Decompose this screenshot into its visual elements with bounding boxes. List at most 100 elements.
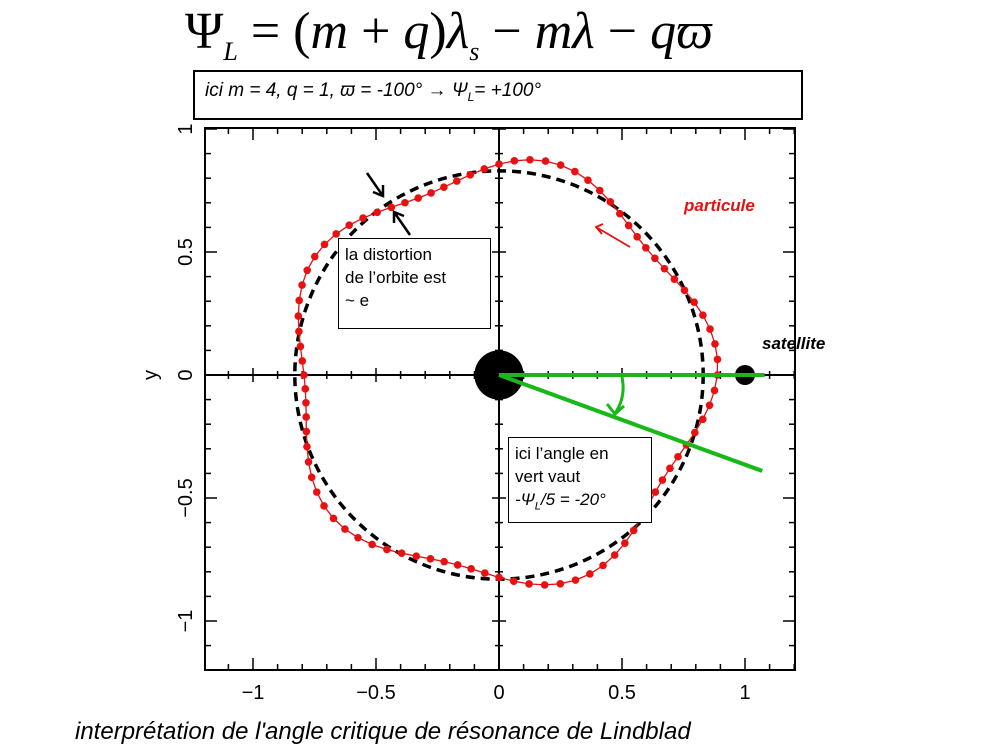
angle-line1: ici l’angle en (515, 444, 609, 463)
formula-m2: m (534, 3, 573, 60)
orbit-point (312, 488, 321, 496)
distortion-line2: de l’orbite est (345, 268, 447, 287)
x-tick-label: 0.5 (608, 682, 636, 704)
orbit-point (621, 539, 629, 547)
formula-psi: Ψ (185, 3, 224, 60)
infobox-varpi: ϖ = -100° (340, 80, 423, 101)
green-angle-lines (498, 373, 765, 473)
orbit-point (368, 540, 376, 549)
orbit-point (540, 581, 549, 589)
formula-varpi: ϖ (676, 3, 713, 60)
green-angle-arc-arrow (605, 376, 625, 417)
orbit-point (480, 165, 489, 173)
orbit-point (440, 183, 448, 192)
orbit-point (298, 357, 307, 365)
orbit-point (341, 525, 349, 533)
formula-minus2: − (594, 3, 651, 60)
orbit-point (296, 342, 305, 351)
orbit-point (670, 275, 679, 284)
formula-plus: + (348, 3, 404, 60)
orbit-point (674, 452, 682, 461)
orbit-point (307, 473, 316, 482)
formula-lambda: λ (572, 3, 595, 60)
particle-direction-arrow (594, 223, 631, 248)
formula-close: ) (429, 3, 447, 60)
angle-line3-sub: L (534, 500, 541, 513)
orbit-point (295, 296, 303, 305)
distortion-line1: la distortion (345, 245, 432, 264)
orbit-point (616, 209, 624, 218)
orbit-point (710, 386, 719, 395)
green-angle-line (498, 373, 763, 473)
orbit-point (658, 476, 667, 484)
orbit-point (595, 186, 604, 195)
orbit-point (651, 254, 659, 263)
motion-arrow (594, 223, 631, 248)
figure-caption: interprétation de l'angle critique de ré… (75, 718, 691, 745)
parameter-box: ici m = 4, q = 1, ϖ = -100° → ΨL= +100° (193, 70, 803, 120)
angle-line3-post: /5 = -20° (540, 490, 606, 509)
orbit-point (303, 442, 311, 451)
orbit-point (691, 428, 699, 437)
orbit-point (373, 208, 382, 217)
orbit-point (453, 561, 462, 569)
plot-tick-labels: −1 −0.5 0 0.5 1 −1 −0.5 0 0.5 1 (175, 123, 751, 704)
orbit-point (556, 161, 565, 169)
orbit-point (301, 385, 310, 393)
formula-m1: m (310, 3, 349, 60)
orbit-point (304, 458, 313, 466)
infobox-psi-sub: L (467, 89, 475, 104)
angle-line3-pre: -Ψ (515, 490, 535, 509)
orbit-point (699, 311, 707, 319)
orbit-point (359, 214, 367, 222)
orbit-point (387, 203, 396, 212)
orbit-point (666, 464, 674, 473)
orbit-point (466, 171, 475, 179)
y-tick-label: 1 (175, 123, 197, 134)
orbit-point (302, 398, 310, 407)
satellite-label: satellite (762, 334, 826, 353)
x-tick-label: −0.5 (356, 682, 395, 704)
orbit-point (510, 157, 519, 165)
orbit-point (320, 240, 329, 249)
orbit-point (401, 198, 409, 207)
x-tick-label: 1 (739, 682, 750, 704)
angle-line3: -ΨL/5 = -20° (515, 488, 645, 518)
orbit-point (571, 167, 579, 176)
orbit-point (680, 286, 689, 295)
y-tick-label: −0.5 (175, 478, 197, 517)
formula-lambda-s-sub: s (469, 37, 480, 66)
orbit-point (345, 221, 353, 229)
orbit-point (525, 580, 533, 588)
orbit-point (332, 230, 340, 238)
outer-arrow (365, 172, 385, 198)
infobox-arrow: → (422, 80, 452, 101)
orbit-point (571, 576, 580, 584)
orbit-point (298, 281, 306, 289)
orbit-point (690, 298, 698, 307)
orbit-point (329, 514, 338, 523)
orbit-point (414, 194, 422, 202)
orbit-point (302, 413, 310, 421)
formula-eq: = ( (237, 3, 311, 60)
orbit-point (541, 157, 550, 165)
y-tick-label: 0 (175, 369, 197, 380)
orbit-point (586, 570, 594, 578)
orbit-point (584, 176, 592, 185)
orbit-point (556, 579, 565, 588)
orbit-point (599, 561, 607, 570)
orbit-point (300, 371, 308, 379)
distortion-arrows (365, 172, 412, 236)
particule-label: particule (684, 196, 755, 215)
orbit-point (706, 325, 714, 333)
orbit-point (481, 569, 489, 577)
infobox-part1: ici m = 4, q = 1, (205, 80, 341, 101)
y-tick-label: 0.5 (175, 238, 197, 266)
orbit-point (642, 243, 650, 252)
orbit-point (495, 573, 503, 582)
orbit-point (509, 577, 518, 586)
angle-line2: vert vaut (515, 467, 581, 486)
orbit-point (495, 160, 503, 168)
orbit-point (303, 266, 312, 275)
